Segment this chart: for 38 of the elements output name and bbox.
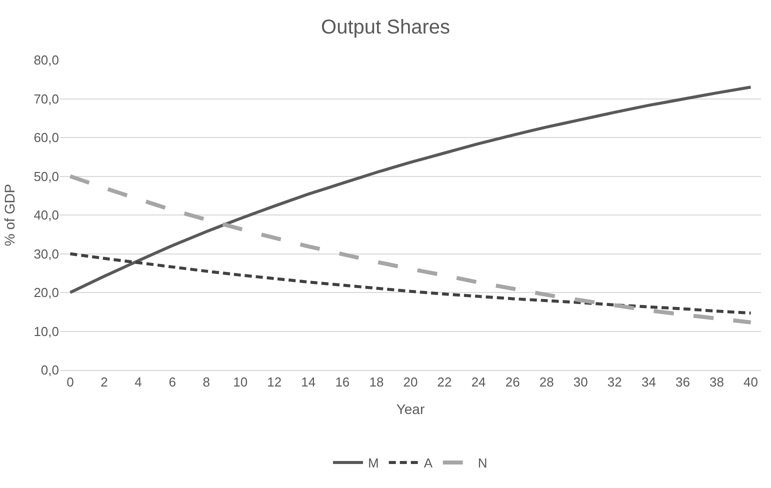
x-tick-label: 4 (134, 374, 142, 390)
y-tick-label: 20,0 (34, 285, 59, 300)
x-tick-label: 2 (100, 374, 108, 390)
x-tick-label: 12 (267, 374, 282, 390)
line-series (68, 86, 752, 294)
x-tick-label: 18 (369, 374, 384, 390)
x-tick-label: 22 (437, 374, 452, 390)
x-tick-label: 34 (641, 374, 656, 390)
x-tick-label: 30 (573, 374, 588, 390)
x-tick-label: 36 (675, 374, 690, 390)
x-tick-label: 24 (471, 374, 486, 390)
y-tick-label: 60,0 (34, 130, 59, 146)
chart-title: Output Shares (321, 16, 450, 39)
x-tick-label: 6 (168, 374, 176, 390)
y-tick-label: 70,0 (34, 91, 59, 106)
x-tick-label: 0 (66, 374, 74, 390)
x-tick-label: 8 (202, 374, 210, 390)
y-tick-label: 80,0 (34, 52, 59, 68)
x-axis-title: Year (396, 400, 425, 417)
x-tick-label: 38 (710, 374, 724, 390)
x-tick-label: 16 (335, 374, 350, 390)
legend-label: A (424, 456, 433, 471)
x-tick-label: 26 (505, 374, 520, 390)
y-tick-label: 10,0 (34, 324, 59, 339)
x-tick-label: 10 (233, 374, 248, 390)
x-tick-label: 32 (607, 374, 622, 390)
x-tick-label: 28 (539, 374, 554, 390)
x-tick-label: 14 (301, 374, 316, 390)
legend-label: M (368, 456, 379, 471)
legend-label: N (478, 456, 488, 471)
x-tick-label: 20 (403, 374, 418, 390)
line-series (68, 252, 752, 315)
y-tick-label: 50,0 (34, 168, 59, 184)
y-tick-label: 30,0 (34, 246, 59, 262)
y-axis-title: % of GDP (1, 184, 18, 246)
y-tick-label: 40,0 (34, 208, 59, 223)
y-tick-label: 0,0 (40, 362, 59, 378)
x-tick-label: 40 (744, 374, 758, 390)
